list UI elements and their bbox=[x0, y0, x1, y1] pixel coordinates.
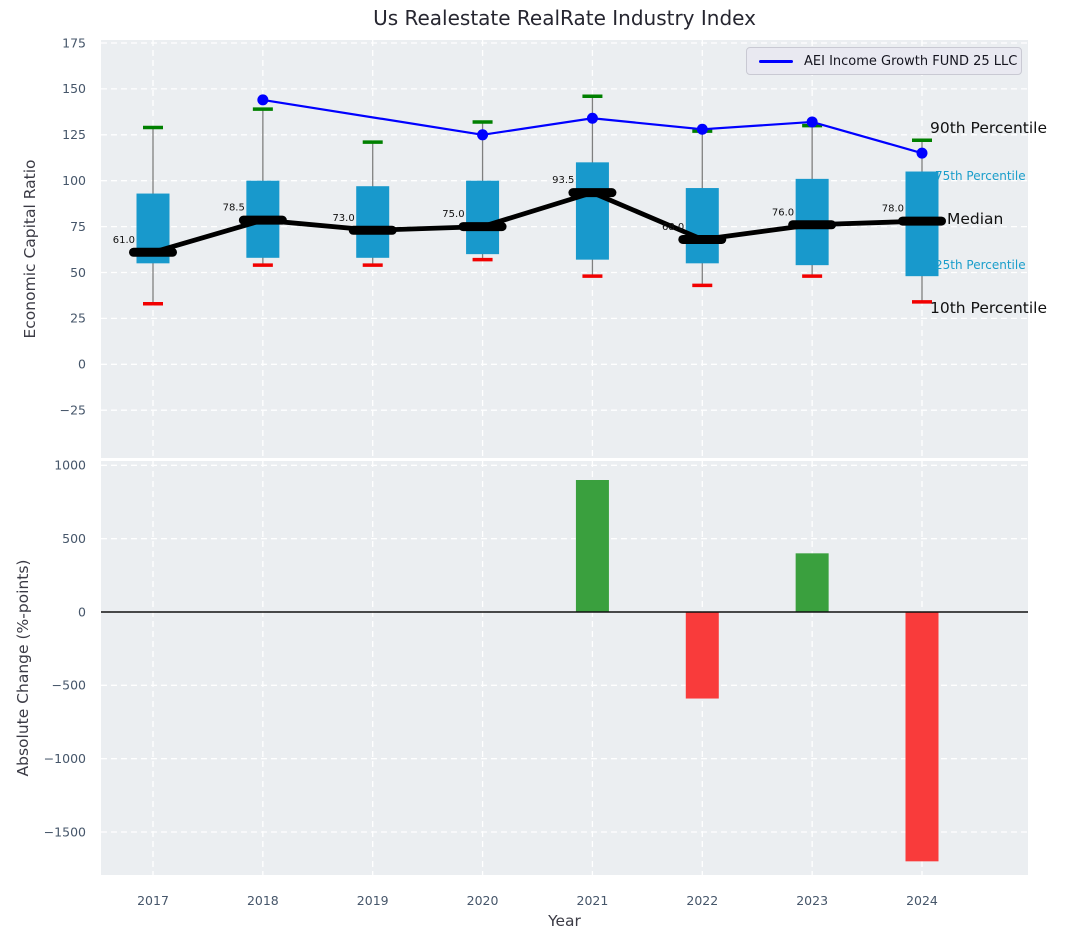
annotation-75th-percentile: 75th Percentile bbox=[935, 169, 1026, 183]
median-bar-2018 bbox=[238, 215, 287, 225]
x-tick-2021: 2021 bbox=[577, 893, 609, 908]
y-tick-top-−25: −25 bbox=[60, 403, 86, 418]
y-tick-bottom-−1000: −1000 bbox=[44, 751, 86, 766]
y-tick-bottom-−500: −500 bbox=[52, 678, 86, 693]
x-tick-2018: 2018 bbox=[247, 893, 279, 908]
chart-title: Us Realestate RealRate Industry Index bbox=[373, 6, 756, 30]
fund-line bbox=[262, 98, 923, 155]
median-bar-2021 bbox=[568, 188, 617, 198]
box-2021 bbox=[575, 162, 609, 260]
x-tick-2020: 2020 bbox=[467, 893, 499, 908]
y-tick-top-125: 125 bbox=[62, 127, 86, 142]
fund-point-2021 bbox=[586, 112, 598, 124]
legend: AEI Income Growth FUND 25 LLC bbox=[746, 47, 1022, 75]
bottom-axes-background bbox=[101, 461, 1028, 875]
median-value-label-2019: 73.0 bbox=[332, 213, 354, 224]
y-tick-top-100: 100 bbox=[62, 173, 86, 188]
bar-2023 bbox=[795, 553, 829, 612]
annotation-10th-percentile: 10th Percentile bbox=[930, 299, 1048, 317]
median-bar-2024 bbox=[897, 216, 946, 226]
annotation-25th-percentile: 25th Percentile bbox=[935, 258, 1026, 272]
x-tick-2023: 2023 bbox=[796, 893, 828, 908]
annotation-median: Median bbox=[947, 210, 1004, 228]
median-bar-2022 bbox=[678, 234, 727, 244]
median-value-label-2023: 76.0 bbox=[772, 207, 794, 218]
bar-2022 bbox=[685, 612, 719, 699]
y-tick-bottom-500: 500 bbox=[62, 531, 86, 546]
annotation-90th-percentile: 90th Percentile bbox=[930, 119, 1048, 137]
median-bar-2020 bbox=[458, 222, 507, 232]
legend-label: AEI Income Growth FUND 25 LLC bbox=[804, 53, 1018, 69]
x-tick-2017: 2017 bbox=[137, 893, 169, 908]
x-axis-label: Year bbox=[548, 912, 581, 930]
median-value-label-2020: 75.0 bbox=[442, 209, 464, 220]
fund-point-2018 bbox=[257, 94, 269, 106]
y-axis-label-bottom: Absolute Change (%-points) bbox=[14, 559, 32, 777]
box-2022 bbox=[685, 188, 719, 264]
median-value-label-2017: 61.0 bbox=[113, 235, 135, 246]
median-bar-2017 bbox=[129, 247, 177, 257]
y-axis-label-top: Economic Capital Ratio bbox=[21, 159, 39, 339]
top-axes-background bbox=[101, 40, 1028, 458]
x-tick-2019: 2019 bbox=[357, 893, 389, 908]
y-tick-top-0: 0 bbox=[78, 357, 86, 372]
fund-point-2020 bbox=[477, 129, 489, 141]
fund-point-2023 bbox=[806, 116, 818, 128]
median-value-label-2018: 78.5 bbox=[223, 203, 245, 214]
bar-2021 bbox=[575, 479, 609, 612]
y-tick-bottom-0: 0 bbox=[78, 604, 86, 619]
bar-2024 bbox=[905, 612, 939, 862]
box-2020 bbox=[466, 180, 500, 255]
fund-point-2022 bbox=[696, 123, 708, 135]
median-bar-2019 bbox=[348, 225, 397, 235]
median-value-label-2024: 78.0 bbox=[882, 204, 904, 215]
legend-line-sample bbox=[759, 59, 793, 63]
x-tick-2022: 2022 bbox=[686, 893, 718, 908]
x-tick-2024: 2024 bbox=[906, 893, 938, 908]
y-tick-top-75: 75 bbox=[70, 219, 86, 234]
y-tick-top-150: 150 bbox=[62, 81, 86, 96]
y-tick-bottom-1000: 1000 bbox=[54, 458, 86, 473]
y-tick-top-175: 175 bbox=[62, 35, 86, 50]
y-tick-bottom-−1500: −1500 bbox=[44, 824, 86, 839]
y-tick-top-50: 50 bbox=[70, 265, 86, 280]
y-tick-top-25: 25 bbox=[70, 311, 86, 326]
median-bar-2023 bbox=[788, 220, 837, 230]
median-value-label-2022: 68.0 bbox=[662, 222, 684, 233]
fund-point-2024 bbox=[916, 147, 928, 159]
median-value-label-2021: 93.5 bbox=[552, 175, 574, 186]
box-2019 bbox=[356, 186, 390, 258]
